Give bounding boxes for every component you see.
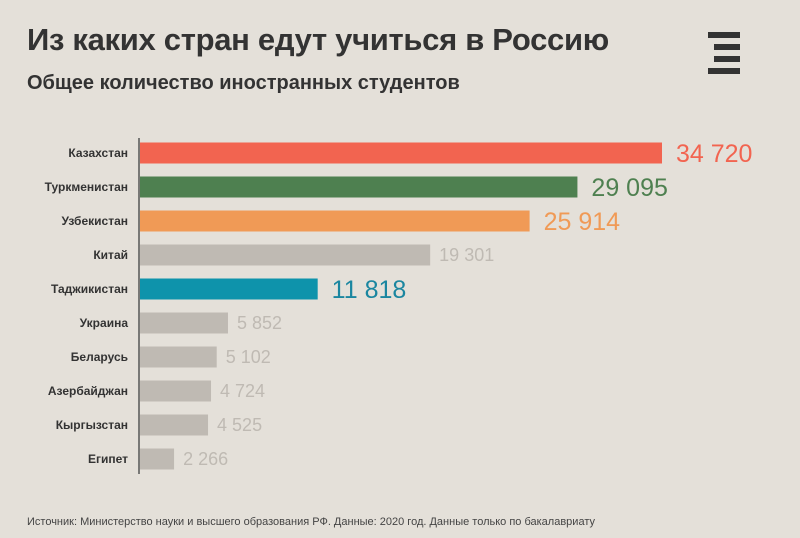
bar [140, 312, 228, 334]
page-subtitle: Общее количество иностранных студентов [27, 72, 460, 94]
category-label: Китай [93, 248, 128, 262]
value-label: 5 102 [226, 347, 271, 367]
bar [140, 210, 530, 232]
value-label: 2 266 [183, 449, 228, 469]
value-label: 11 818 [332, 276, 407, 304]
value-label: 4 525 [217, 415, 262, 435]
category-label: Беларусь [71, 350, 128, 364]
bar [140, 448, 175, 470]
bar [140, 142, 662, 164]
category-label: Украина [80, 316, 129, 330]
source-note: Источник: Министерство науки и высшего о… [27, 516, 595, 528]
category-label: Египет [88, 452, 128, 466]
bar [140, 176, 578, 198]
bar [140, 346, 217, 368]
value-label: 19 301 [439, 245, 494, 265]
category-label: Азербайджан [48, 384, 128, 398]
menu-e-logo-icon [708, 32, 740, 74]
bar [140, 244, 431, 266]
category-label: Кыргызстан [56, 418, 128, 432]
page-title: Из каких стран едут учиться в Россию [27, 22, 609, 57]
bar [140, 380, 212, 402]
value-label: 34 720 [676, 140, 752, 168]
category-label: Казахстан [68, 146, 128, 160]
value-label: 5 852 [237, 313, 282, 333]
value-label: 25 914 [544, 208, 621, 236]
value-label: 29 095 [591, 174, 667, 202]
bar [140, 414, 209, 436]
bar [140, 278, 318, 300]
value-label: 4 724 [220, 381, 265, 401]
category-label: Туркменистан [45, 180, 128, 194]
category-label: Таджикистан [51, 282, 128, 296]
category-label: Узбекистан [62, 214, 128, 228]
